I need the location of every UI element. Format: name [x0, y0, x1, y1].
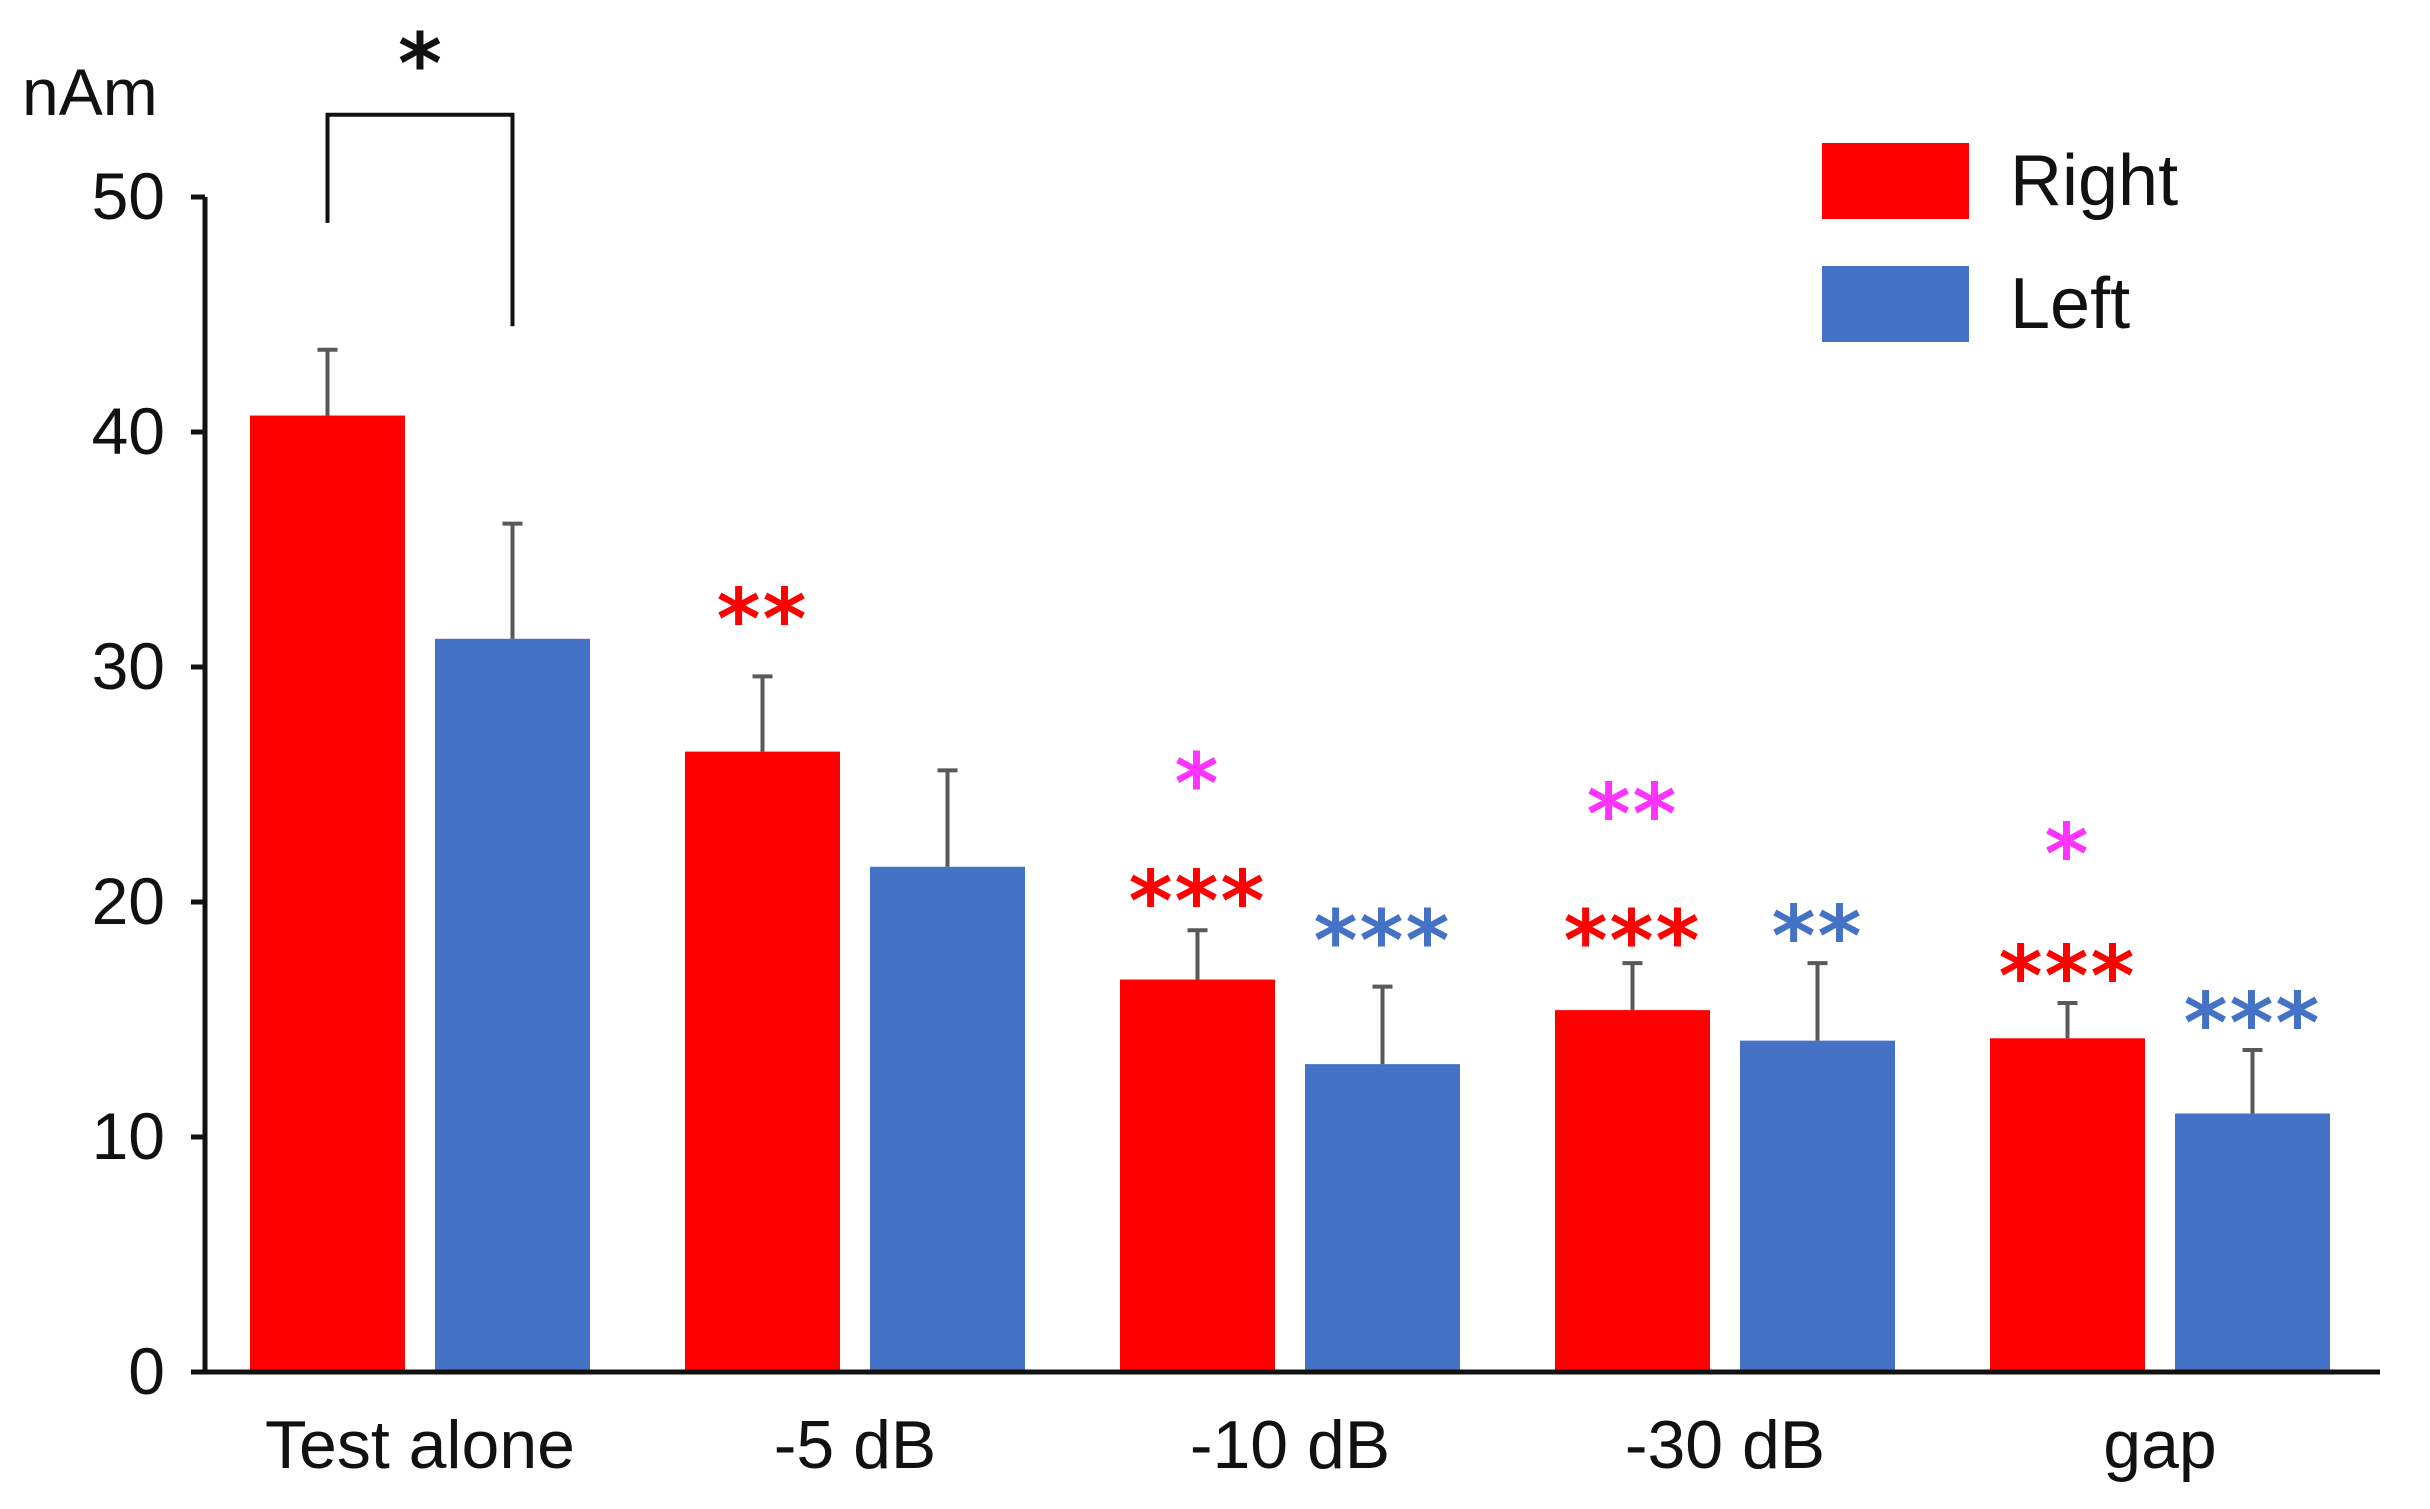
significance-stars-2: * — [1175, 735, 1221, 833]
bar-right-1 — [685, 751, 840, 1372]
bar-left-1 — [870, 866, 1025, 1372]
bar-right-2 — [1120, 979, 1275, 1372]
significance-stars-3: *** — [1314, 892, 1452, 990]
error-bars-layer — [317, 347, 2263, 1114]
significance-stars-1: *** — [1129, 852, 1267, 950]
legend-swatch-left — [1822, 266, 1969, 342]
legend: Right Left — [1822, 141, 2178, 344]
legend-label-right: Right — [2010, 141, 2178, 221]
y-tick-label-50: 50 — [92, 159, 165, 233]
significance-stars-4: *** — [1564, 892, 1702, 990]
x-tick-label-4: gap — [2103, 1407, 2216, 1483]
bracket-star: * — [398, 15, 442, 113]
y-axis-label: nAm — [22, 55, 158, 129]
legend-label-left: Left — [2010, 264, 2130, 344]
bars-layer — [250, 415, 2330, 1372]
y-tick-label-0: 0 — [128, 1334, 165, 1408]
significance-stars-0: ** — [717, 570, 809, 668]
x-tick-label-3: -30 dB — [1625, 1407, 1825, 1483]
annotations-layer: ********* ******* ******** — [325, 15, 2322, 1072]
bar-right-4 — [1990, 1038, 2145, 1372]
significance-stars-5: ** — [1587, 765, 1679, 863]
axes-layer: 0 10 20 30 40 50 nAm Test alone -5 dB -10 dB -30 d… — [22, 55, 2380, 1483]
bar-left-4 — [2175, 1113, 2330, 1372]
x-tick-label-0: Test alone — [265, 1407, 575, 1483]
y-tick-label-10: 10 — [92, 1099, 165, 1173]
x-tick-label-1: -5 dB — [774, 1407, 937, 1483]
significance-stars-7: *** — [1999, 927, 2137, 1025]
significance-stars-8: * — [2045, 805, 2091, 903]
x-tick-label-2: -10 dB — [1190, 1407, 1390, 1483]
bar-left-0 — [435, 638, 590, 1372]
significance-stars-9: *** — [2184, 974, 2322, 1072]
significance-stars-6: ** — [1772, 888, 1864, 986]
bar-left-3 — [1740, 1040, 1895, 1372]
bar-left-2 — [1305, 1064, 1460, 1372]
y-tick-label-40: 40 — [92, 394, 165, 468]
y-tick-label-30: 30 — [92, 629, 165, 703]
legend-swatch-right — [1822, 143, 1969, 219]
bar-right-3 — [1555, 1010, 1710, 1372]
bar-right-0 — [250, 415, 405, 1372]
y-tick-label-20: 20 — [92, 864, 165, 938]
significance-bracket — [325, 112, 515, 327]
